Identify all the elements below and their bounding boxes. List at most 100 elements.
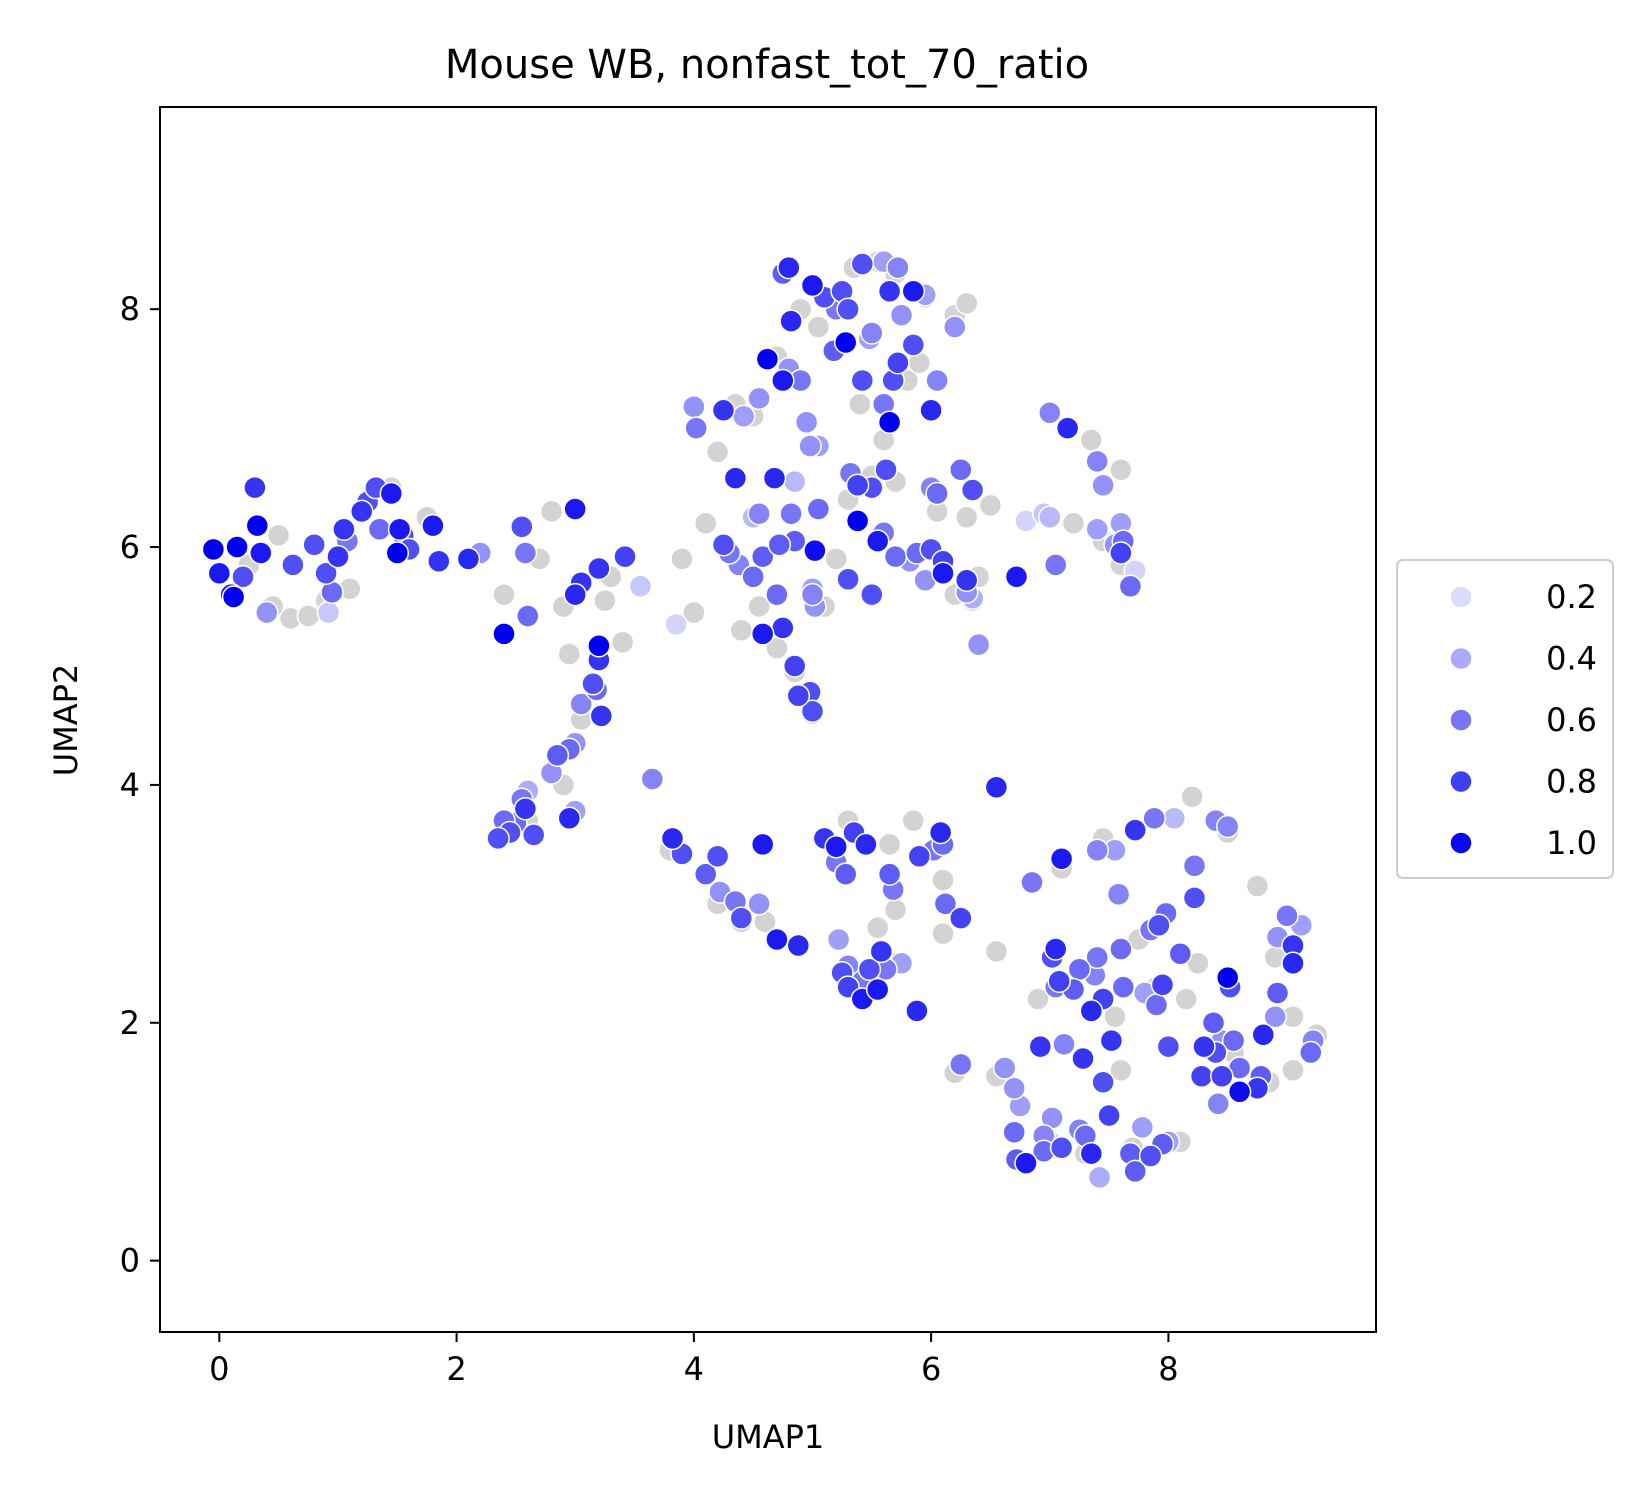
data-point xyxy=(1085,838,1109,863)
data-point xyxy=(249,541,273,565)
data-point xyxy=(1085,945,1109,970)
data-point xyxy=(901,279,926,304)
data-point xyxy=(539,499,564,524)
data-point xyxy=(860,582,884,607)
data-point xyxy=(1043,553,1068,577)
data-point xyxy=(593,588,617,613)
data-point xyxy=(231,565,255,589)
data-point xyxy=(949,906,973,930)
data-point xyxy=(886,350,910,375)
data-point xyxy=(1182,886,1207,910)
y-tick-label: 4 xyxy=(120,766,140,804)
data-point xyxy=(824,835,848,859)
data-point xyxy=(723,466,748,490)
data-point xyxy=(747,892,771,916)
data-point xyxy=(1123,818,1147,842)
data-point xyxy=(1201,1011,1226,1035)
data-point xyxy=(750,832,775,857)
data-point xyxy=(610,630,635,654)
data-point xyxy=(1215,965,1240,990)
plot-frame xyxy=(159,106,1377,1333)
data-point xyxy=(367,517,392,541)
data-point xyxy=(1043,937,1068,961)
data-point xyxy=(1061,511,1086,536)
legend: 0.2 0.4 0.6 0.8 1.0 xyxy=(1396,559,1614,879)
data-point xyxy=(865,977,890,1002)
data-point xyxy=(1192,1034,1216,1059)
data-point xyxy=(1210,1064,1234,1089)
y-tick-label: 0 xyxy=(120,1242,140,1280)
data-point xyxy=(379,481,404,506)
data-point xyxy=(670,547,694,571)
data-point xyxy=(1103,1005,1127,1029)
data-point xyxy=(1189,1064,1214,1089)
data-point xyxy=(1085,517,1109,541)
data-point xyxy=(800,273,825,298)
data-point xyxy=(1215,814,1240,839)
data-point xyxy=(874,457,898,482)
data-point xyxy=(771,368,795,393)
data-point xyxy=(1265,981,1290,1005)
data-point xyxy=(729,618,754,643)
data-point xyxy=(886,255,910,280)
data-point xyxy=(349,499,374,524)
data-point xyxy=(750,544,775,569)
data-point xyxy=(1111,975,1136,999)
data-point xyxy=(245,513,270,538)
data-point xyxy=(762,466,787,490)
data-point xyxy=(1038,400,1062,425)
data-point xyxy=(883,544,908,569)
data-point xyxy=(1251,1022,1276,1047)
data-point xyxy=(1109,1058,1133,1083)
data-point xyxy=(1109,541,1133,565)
data-point xyxy=(1020,870,1044,895)
legend-marker xyxy=(1449,831,1473,855)
chart-title: Mouse WB, nonfast_tot_70_ratio xyxy=(445,42,1089,88)
data-point xyxy=(984,939,1009,964)
data-point xyxy=(1038,505,1062,530)
data-point xyxy=(984,775,1009,800)
data-point xyxy=(765,927,789,952)
data-point xyxy=(794,410,819,434)
data-point xyxy=(613,544,637,569)
data-point xyxy=(682,394,706,419)
data-point xyxy=(779,501,803,526)
data-point xyxy=(767,532,792,557)
x-tick-label: 4 xyxy=(684,1350,704,1388)
x-tick-label: 6 xyxy=(921,1350,941,1388)
data-point xyxy=(860,321,884,345)
data-point xyxy=(826,927,851,952)
data-point xyxy=(949,457,973,482)
data-point xyxy=(1162,806,1187,830)
data-point xyxy=(833,862,858,886)
data-point xyxy=(1106,882,1131,907)
data-point xyxy=(492,582,516,607)
data-point xyxy=(1091,1070,1115,1094)
data-point xyxy=(1142,806,1166,830)
data-point xyxy=(883,898,908,922)
data-point xyxy=(954,505,979,530)
data-point xyxy=(747,594,771,619)
data-point xyxy=(1002,1120,1026,1144)
data-point xyxy=(954,291,979,315)
data-point xyxy=(877,832,902,857)
data-point xyxy=(803,538,827,563)
data-point xyxy=(693,862,718,886)
data-point xyxy=(966,632,991,657)
data-point xyxy=(266,523,291,547)
data-point xyxy=(1275,903,1299,928)
data-point xyxy=(207,561,232,585)
points-layer xyxy=(201,249,1329,1190)
data-point xyxy=(1049,1135,1074,1160)
data-point xyxy=(1174,987,1198,1011)
data-point xyxy=(1091,473,1115,497)
data-point xyxy=(1085,449,1109,474)
data-point xyxy=(901,808,926,833)
data-point xyxy=(513,541,538,565)
data-point xyxy=(1002,1076,1026,1100)
data-point xyxy=(1067,957,1092,982)
data-point xyxy=(387,517,412,541)
x-tick-label: 2 xyxy=(446,1350,466,1388)
legend-marker xyxy=(1449,585,1473,609)
data-point xyxy=(1299,1040,1323,1065)
